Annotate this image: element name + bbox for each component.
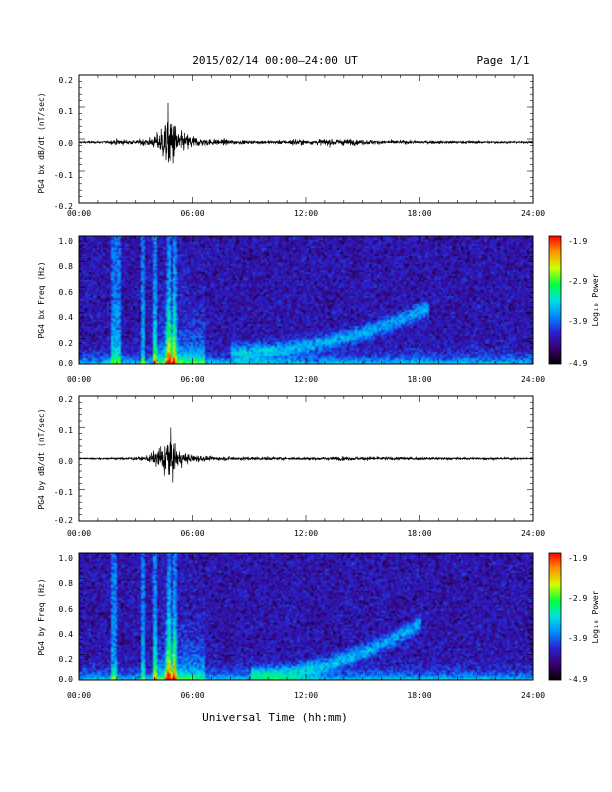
- frame-by-dbdt: [78, 395, 534, 522]
- xtick-label: 12:00: [294, 691, 318, 700]
- xtick-label: 24:00: [521, 529, 545, 538]
- axis-ticks-bx-dbdt: [78, 74, 534, 204]
- colorbar-tick-label: -3.9: [568, 634, 587, 643]
- panel-bx-spectrogram: PG4 bx Freq (Hz) 1.0 0.8 0.6 0.4 0.2 0.0…: [37, 235, 545, 384]
- ytick-label: 0.1: [59, 426, 74, 435]
- xtick-label: 24:00: [521, 691, 545, 700]
- spectrogram-bx-image: [79, 236, 533, 364]
- xtick-label: 06:00: [180, 691, 204, 700]
- xtick-label: 12:00: [294, 209, 318, 218]
- xtick-label: 12:00: [294, 375, 318, 384]
- colorbar-by: -1.9 -2.9 -3.9 -4.9 Log₁₀ Power: [548, 552, 600, 684]
- colorbar-label: Log₁₀ Power: [591, 273, 600, 326]
- colorbar-tick-label: -2.9: [568, 594, 587, 603]
- ytick-label: 0.0: [59, 359, 74, 368]
- ytick-label: 0.4: [59, 313, 74, 322]
- xtick-label: 18:00: [407, 529, 431, 538]
- ytick-label: 1.0: [59, 237, 74, 246]
- frame-by-freq: [78, 552, 534, 681]
- ytick-label: -0.2: [54, 516, 73, 525]
- xtick-label: 24:00: [521, 209, 545, 218]
- spectrogram-by-image: [79, 553, 533, 680]
- ytick-label: 0.4: [59, 630, 74, 639]
- panel-by-spectrogram: PG4 by Freq (Hz) 1.0 0.8 0.6 0.4 0.2 0.0…: [37, 552, 545, 700]
- xtick-label: 12:00: [294, 529, 318, 538]
- xtick-label: 00:00: [67, 375, 91, 384]
- ylabel-bx-dbdt: PG4 bx dB/dt (nT/sec): [37, 92, 46, 193]
- ytick-label: 0.0: [59, 457, 74, 466]
- xtick-label: 06:00: [180, 375, 204, 384]
- ytick-label: 0.0: [59, 139, 74, 148]
- colorbar-bx-gradient: [548, 235, 562, 365]
- ytick-label: 0.8: [59, 262, 74, 271]
- colorbar-bx: -1.9 -2.9 -3.9 -4.9 Log₁₀ Power: [548, 235, 600, 368]
- page-title: 2015/02/14 00:00–24:00 UT: [192, 54, 358, 67]
- xtick-label: 00:00: [67, 209, 91, 218]
- xtick-label: 18:00: [407, 691, 431, 700]
- ytick-label: 0.8: [59, 579, 74, 588]
- xtick-label: 24:00: [521, 375, 545, 384]
- ytick-label: -0.1: [54, 171, 73, 180]
- ytick-label: 0.2: [59, 339, 74, 348]
- frame-bx-dbdt: [78, 74, 534, 204]
- xtick-label: 00:00: [67, 691, 91, 700]
- ytick-label: 0.1: [59, 107, 74, 116]
- xtick-label: 06:00: [180, 209, 204, 218]
- xtick-label: 00:00: [67, 529, 91, 538]
- ylabel-by-freq: PG4 by Freq (Hz): [37, 578, 46, 655]
- colorbar-tick-label: -1.9: [568, 554, 587, 563]
- colorbar-by-gradient: [548, 552, 562, 681]
- colorbar-label: Log₁₀ Power: [591, 590, 600, 643]
- colorbar-tick-label: -4.9: [568, 359, 587, 368]
- page-number: Page 1/1: [477, 54, 530, 67]
- xtick-label: 18:00: [407, 209, 431, 218]
- ytick-label: 0.2: [59, 76, 74, 85]
- x-axis-label: Universal Time (hh:mm): [202, 711, 348, 724]
- colorbar-tick-label: -4.9: [568, 675, 587, 684]
- colorbar-tick-label: -3.9: [568, 317, 587, 326]
- colorbar-tick-label: -2.9: [568, 277, 587, 286]
- ylabel-bx-freq: PG4 bx Freq (Hz): [37, 261, 46, 338]
- ytick-label: -0.1: [54, 488, 73, 497]
- trace-bx-dbdt: [78, 102, 534, 164]
- xtick-label: 18:00: [407, 375, 431, 384]
- panel-bx-dbdt: PG4 bx dB/dt (nT/sec) 0.2 0.1 0.0 -0.1 -…: [37, 74, 545, 218]
- ytick-label: 1.0: [59, 554, 74, 563]
- xtick-label: 06:00: [180, 529, 204, 538]
- trace-by-dbdt: [78, 427, 534, 483]
- colorbar-tick-label: -1.9: [568, 237, 587, 246]
- ytick-label: 0.2: [59, 395, 74, 404]
- ytick-label: 0.6: [59, 605, 74, 614]
- ytick-label: 0.6: [59, 288, 74, 297]
- ytick-label: 0.2: [59, 655, 74, 664]
- panel-by-dbdt: PG4 by dB/dt (nT/sec) 0.2 0.1 0.0 -0.1 -…: [37, 395, 545, 538]
- ytick-label: 0.0: [59, 675, 74, 684]
- frame-bx-freq: [78, 235, 534, 365]
- ytick-label: -0.2: [54, 202, 73, 211]
- ylabel-by-dbdt: PG4 by dB/dt (nT/sec): [37, 408, 46, 509]
